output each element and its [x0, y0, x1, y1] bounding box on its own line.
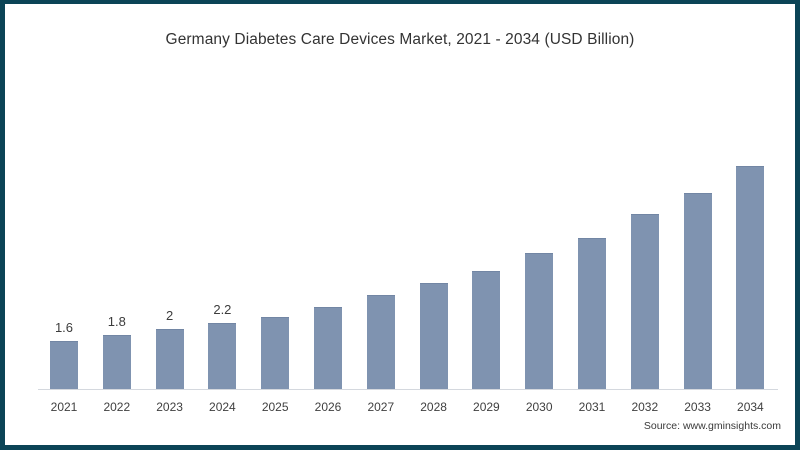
plot-area: 1.6 1.8 2 2.2	[38, 4, 778, 390]
bar-value-label: 1.6	[54, 319, 74, 335]
x-tick-2028: 2028	[420, 400, 447, 414]
bar[interactable]	[683, 192, 712, 389]
x-tick-2033: 2033	[684, 400, 711, 414]
bar[interactable]	[102, 334, 131, 389]
source-attribution: Source: www.gminsights.com	[643, 420, 781, 432]
bar[interactable]	[578, 237, 606, 389]
bar-value-label: 2.2	[213, 301, 232, 317]
x-tick-2023: 2023	[156, 400, 183, 414]
bar[interactable]	[155, 328, 184, 389]
x-tick-2027: 2027	[367, 400, 395, 414]
x-tick-2022: 2022	[103, 400, 131, 414]
chart-title: Germany Diabetes Care Devices Market, 20…	[165, 31, 635, 48]
x-tick-2024: 2024	[209, 400, 236, 414]
bar[interactable]	[261, 316, 290, 389]
x-axis-line	[38, 389, 778, 390]
bar[interactable]	[314, 307, 342, 389]
x-tick-2026: 2026	[314, 400, 342, 414]
bar[interactable]	[472, 271, 501, 389]
bar[interactable]	[366, 295, 395, 389]
bar[interactable]	[50, 340, 78, 389]
x-tick-2025: 2025	[261, 400, 289, 414]
x-tick-2030: 2030	[525, 400, 553, 414]
x-tick-2021: 2021	[50, 400, 78, 414]
x-tick-2034: 2034	[737, 400, 764, 414]
bar[interactable]	[419, 283, 448, 389]
x-tick-2032: 2032	[631, 400, 659, 414]
bar[interactable]	[208, 322, 237, 389]
bar[interactable]	[736, 165, 765, 389]
bar-value-label: 1.8	[107, 313, 126, 329]
bar-value-label: 2	[165, 307, 174, 323]
bar[interactable]	[525, 253, 554, 389]
x-tick-2029: 2029	[473, 400, 500, 414]
chart-canvas: Germany Diabetes Care Devices Market, 20…	[5, 4, 795, 445]
x-tick-2031: 2031	[578, 400, 606, 414]
bar[interactable]	[630, 213, 659, 389]
